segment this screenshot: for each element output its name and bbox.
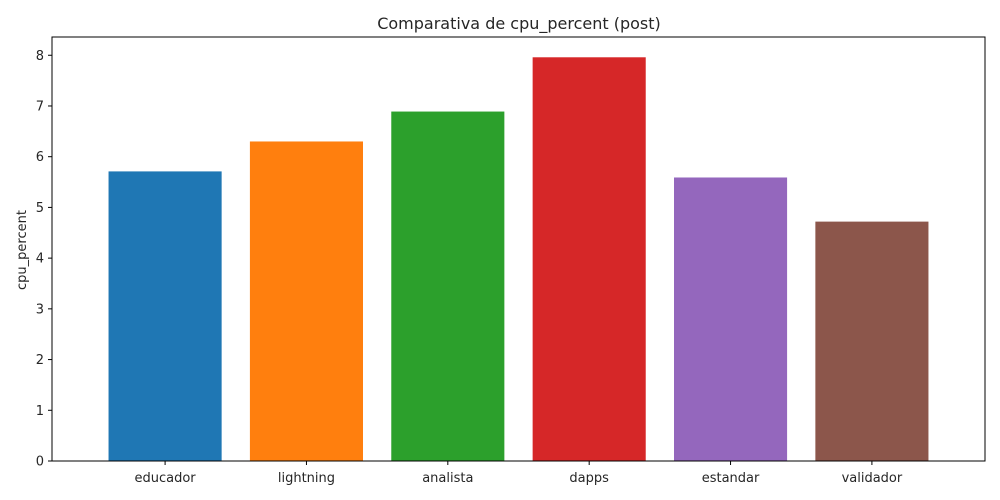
x-tick-label-lightning: lightning [278, 471, 335, 486]
y-tick-label: 1 [36, 404, 44, 419]
bar-educador [108, 171, 222, 461]
y-tick-label: 0 [36, 455, 44, 470]
x-axis: educador lightning analista dapps estandar va… [135, 461, 903, 486]
bar-estandar [674, 177, 788, 461]
y-tick-label: 7 [36, 99, 44, 114]
y-tick-label: 8 [36, 49, 44, 64]
bar-dapps [532, 57, 646, 462]
x-tick-label-estandar: estandar [702, 471, 760, 486]
y-axis: 0 1 2 3 4 5 6 7 8 [36, 49, 52, 470]
plot-area [108, 57, 929, 462]
y-tick-label: 4 [36, 252, 44, 267]
y-tick-label: 3 [36, 302, 44, 317]
bar-lightning [249, 141, 363, 462]
x-tick-label-dapps: dapps [569, 471, 609, 486]
y-axis-title: cpu_percent [15, 210, 30, 290]
y-tick-label: 6 [36, 150, 44, 165]
bar-validador [815, 221, 929, 461]
plot-frame [51, 36, 986, 462]
y-tick-label: 5 [36, 201, 44, 216]
x-tick-label-validador: validador [842, 471, 903, 486]
x-tick-label-educador: educador [135, 471, 197, 486]
y-tick-label: 2 [36, 353, 44, 368]
bar-analista [391, 111, 505, 461]
chart-title: Comparativa de cpu_percent (post) [377, 14, 661, 34]
x-tick-label-analista: analista [422, 471, 473, 486]
